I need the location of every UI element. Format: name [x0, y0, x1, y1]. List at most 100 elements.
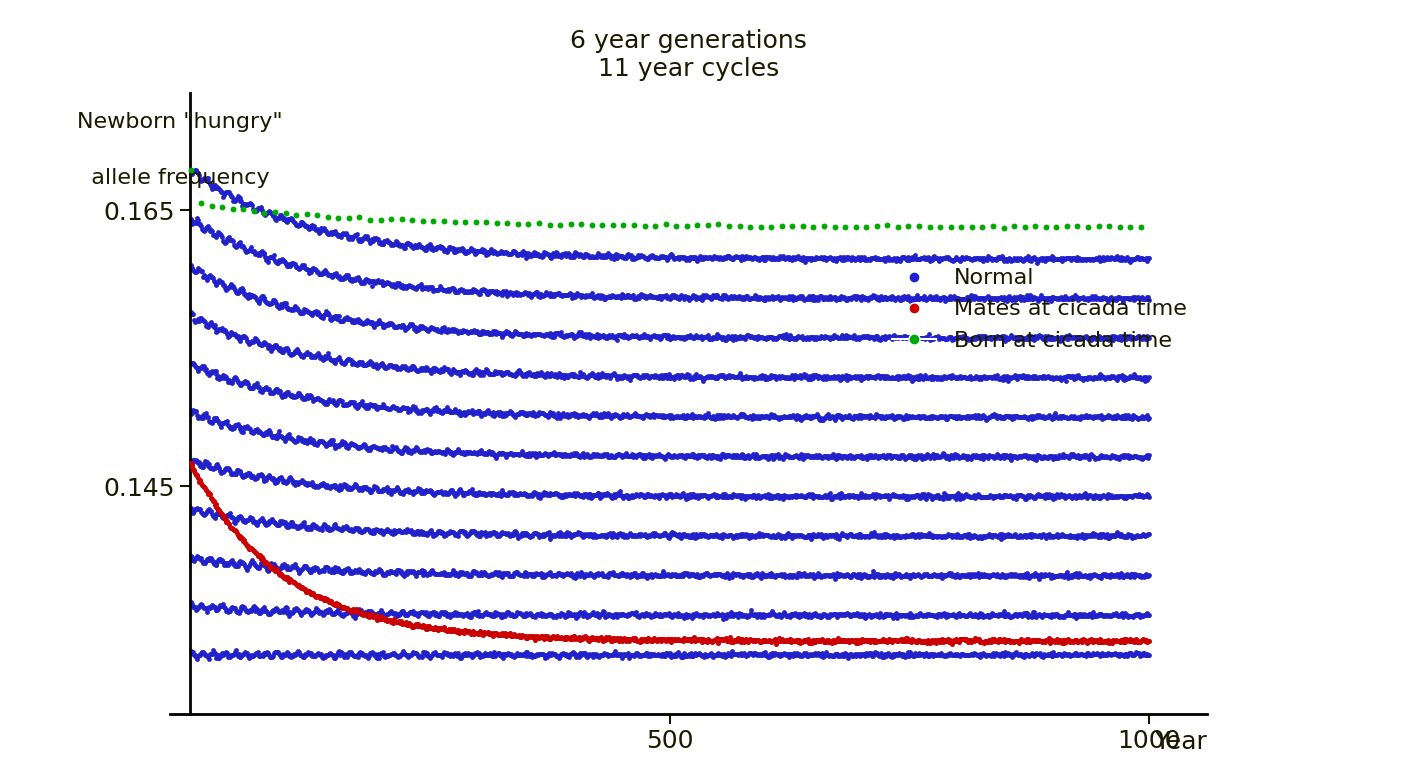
Point [808, 490, 831, 503]
Point [295, 208, 318, 220]
Point [943, 529, 966, 542]
Point [1072, 530, 1095, 542]
Point [1042, 493, 1065, 505]
Point [214, 324, 237, 337]
Point [1064, 372, 1086, 385]
Point [845, 371, 868, 383]
Point [889, 331, 912, 344]
Point [930, 647, 953, 660]
Point [714, 334, 737, 347]
Point [277, 429, 300, 442]
Point [1129, 490, 1152, 502]
Point [531, 487, 554, 500]
Point [338, 313, 361, 325]
Point [676, 252, 699, 265]
Point [831, 526, 853, 539]
Point [652, 409, 674, 421]
Point [1011, 332, 1034, 345]
Point [592, 450, 615, 462]
Point [960, 530, 983, 542]
Point [829, 410, 852, 422]
Point [872, 635, 895, 647]
Point [498, 627, 521, 639]
Point [575, 289, 598, 302]
Point [545, 529, 568, 542]
Point [1093, 291, 1116, 303]
Point [713, 450, 736, 462]
Point [436, 401, 459, 414]
Point [470, 525, 493, 538]
Point [311, 395, 334, 407]
Point [375, 612, 398, 625]
Point [797, 411, 819, 423]
Point [250, 427, 273, 439]
Point [1048, 611, 1071, 623]
Point [640, 449, 663, 461]
Point [325, 606, 348, 618]
Point [243, 332, 266, 345]
Point [229, 334, 251, 347]
Point [447, 327, 470, 339]
Point [430, 527, 453, 539]
Point [395, 566, 417, 579]
Point [1112, 570, 1135, 583]
Point [486, 569, 508, 581]
Point [545, 570, 568, 582]
Point [271, 605, 294, 618]
Point [741, 448, 764, 460]
Point [1008, 289, 1031, 302]
Point [777, 251, 799, 264]
Point [538, 249, 561, 262]
Point [477, 248, 500, 260]
Point [957, 608, 980, 620]
Point [317, 480, 339, 493]
Point [885, 292, 907, 304]
Point [967, 609, 990, 622]
Point [229, 532, 251, 544]
Point [829, 372, 852, 385]
Point [234, 376, 257, 388]
Point [477, 648, 500, 660]
Point [616, 248, 639, 260]
Point [980, 490, 1003, 502]
Point [1052, 636, 1075, 649]
Point [731, 372, 754, 385]
Point [531, 407, 554, 420]
Point [666, 570, 689, 582]
Point [297, 391, 320, 404]
Point [604, 331, 626, 344]
Point [1098, 532, 1120, 544]
Point [649, 251, 672, 264]
Point [187, 471, 210, 483]
Point [251, 247, 274, 259]
Point [804, 450, 826, 462]
Point [1098, 372, 1120, 384]
Point [824, 414, 846, 426]
Point [433, 284, 456, 296]
Point [774, 252, 797, 265]
Point [400, 446, 423, 459]
Point [506, 368, 528, 380]
Point [630, 449, 653, 461]
Point [358, 483, 381, 495]
Point [321, 598, 344, 610]
Point [816, 408, 839, 421]
Point [234, 605, 257, 618]
Point [329, 523, 352, 535]
Point [467, 365, 490, 377]
Point [1048, 332, 1071, 345]
Point [791, 292, 814, 304]
Point [1088, 648, 1110, 660]
Point [558, 488, 581, 501]
Point [474, 570, 497, 582]
Point [1032, 370, 1055, 383]
Point [1005, 332, 1028, 345]
Point [422, 447, 444, 459]
Point [244, 547, 267, 559]
Point [812, 450, 835, 462]
Point [371, 443, 393, 456]
Point [690, 251, 713, 263]
Point [886, 292, 909, 304]
Point [585, 369, 608, 381]
Point [1079, 293, 1102, 306]
